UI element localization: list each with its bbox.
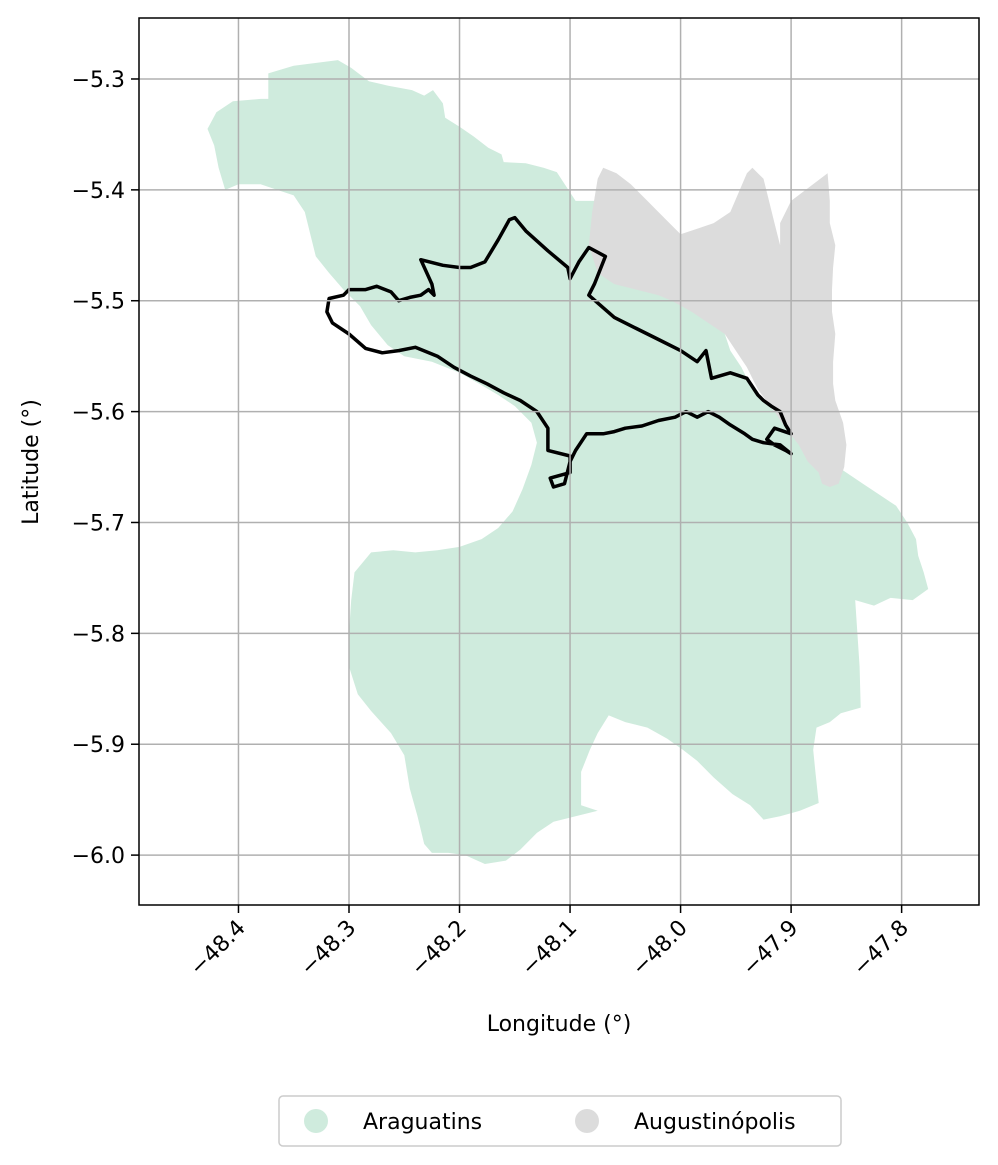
region-augustinpolis — [588, 167, 847, 487]
legend-frame — [278, 1095, 842, 1147]
y-tick-label: −5.6 — [72, 401, 125, 426]
x-tick-label: −48.4 — [185, 916, 250, 981]
y-tick-label: −5.7 — [72, 511, 125, 536]
grid-layer — [139, 18, 979, 905]
x-tick-label: −47.9 — [738, 916, 803, 981]
x-axis: −48.4 −48.3 −48.2 −48.1 −48.0 −47.9 −47.8 — [185, 905, 914, 981]
x-tick-label: −48.2 — [406, 916, 471, 981]
plot-frame — [138, 17, 980, 906]
x-tick-label: −48.0 — [627, 916, 692, 981]
legend-label-augustinopolis: Augustinópolis — [634, 1110, 796, 1135]
y-tick-label: −5.3 — [72, 68, 125, 93]
legend-marker-araguatins — [304, 1109, 328, 1133]
x-tick-label: −48.3 — [296, 916, 361, 981]
x-tick-label: −47.8 — [849, 916, 914, 981]
y-tick-label: −5.8 — [72, 622, 125, 647]
x-tick-label: −48.1 — [517, 916, 582, 981]
y-tick-label: −5.9 — [72, 733, 125, 758]
y-axis-label: Latitude (°) — [19, 399, 44, 525]
legend-marker-augustinopolis — [575, 1109, 599, 1133]
regions-layer — [207, 60, 929, 865]
legend: Araguatins Augustinópolis — [278, 1095, 842, 1147]
y-tick-label: −5.4 — [72, 179, 125, 204]
y-tick-label: −5.5 — [72, 290, 125, 315]
boundary-outline — [325, 215, 793, 489]
y-axis: −5.3 −5.4 −5.5 −5.6 −5.7 −5.8 −5.9 −6.0 — [72, 68, 139, 869]
x-axis-label: Longitude (°) — [487, 1012, 632, 1037]
region-araguatins — [207, 60, 929, 865]
legend-label-araguatins: Araguatins — [363, 1110, 482, 1135]
outline-layer — [325, 215, 793, 489]
y-tick-label: −6.0 — [72, 844, 125, 869]
